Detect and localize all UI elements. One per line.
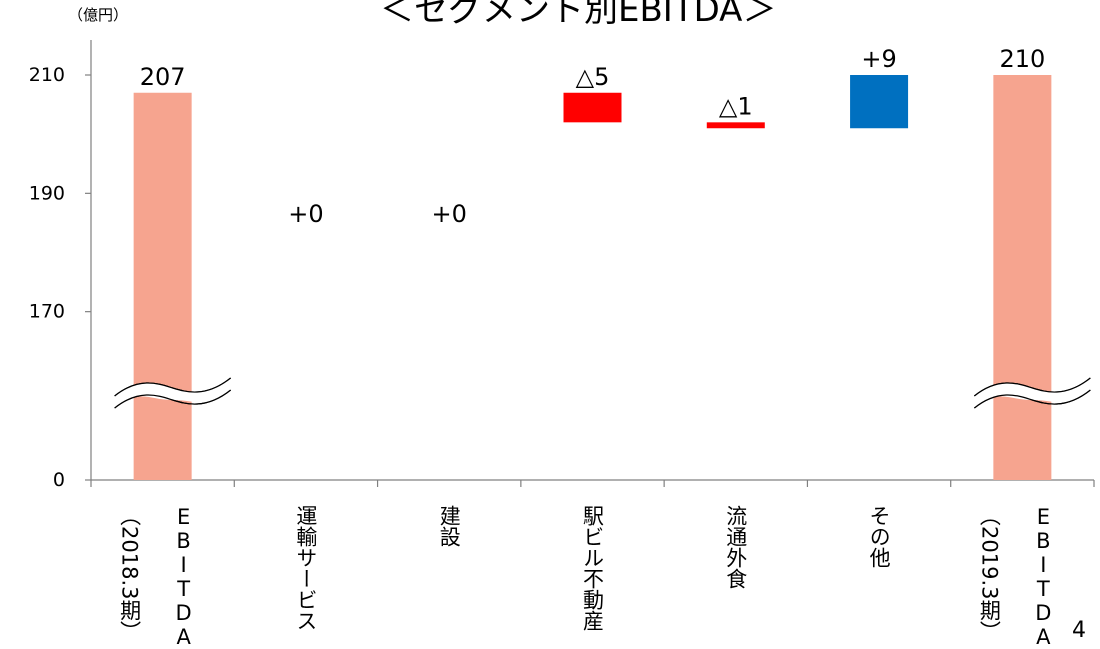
axis-break-line <box>114 377 232 397</box>
x-category-label: 運輸サービス <box>294 505 318 631</box>
unit-label: （億円） <box>68 6 129 24</box>
bar-value-label: 210 <box>999 45 1045 73</box>
x-category-label: EBITDA （2018.3期） <box>118 505 196 649</box>
page-number: 4 <box>1072 618 1086 643</box>
x-category-label-line1: EBITDA <box>1031 505 1056 649</box>
bar <box>563 92 622 123</box>
x-category-label-line1: その他 <box>867 505 892 568</box>
bar-value-label: +0 <box>432 200 467 228</box>
x-category-label: 建設 <box>437 505 461 547</box>
bar <box>133 92 192 480</box>
bar <box>850 75 909 129</box>
x-category-label: EBITDA （2019.3期） <box>977 505 1055 649</box>
axis-break-gap <box>114 378 231 408</box>
y-tick-label: 0 <box>53 469 65 491</box>
x-category-label-line1: EBITDA <box>171 505 196 649</box>
x-category-label-line1: 駅ビル不動産 <box>580 505 605 631</box>
x-category-label-line1: 建設 <box>437 505 462 547</box>
x-category-label: その他 <box>867 505 891 568</box>
chart-title: ＜セグメント別EBITDA＞ <box>380 0 777 30</box>
x-category-label-line1: 運輸サービス <box>293 505 318 631</box>
axis-break-line <box>114 389 232 409</box>
bar-value-label: △1 <box>719 92 753 120</box>
y-tick-label: 170 <box>29 301 65 323</box>
axis-break-line <box>973 377 1091 397</box>
x-category-label: 駅ビル不動産 <box>581 505 605 631</box>
y-tick-label: 210 <box>29 64 65 86</box>
bar-value-label: +9 <box>861 45 896 73</box>
x-category-label-line2: （2018.3期） <box>117 505 142 642</box>
y-tick-label: 190 <box>29 182 65 204</box>
bar <box>706 122 765 129</box>
axis-break-line <box>973 389 1091 409</box>
x-category-label-line1: 流通外食 <box>723 505 748 589</box>
axis-break-gap <box>974 378 1091 408</box>
x-category-label: 流通外食 <box>724 505 748 589</box>
bar-value-label: △5 <box>576 63 610 91</box>
x-category-label-line2: （2019.3期） <box>977 505 1002 642</box>
bar-value-label: 207 <box>140 63 186 91</box>
bar <box>993 75 1052 480</box>
bar-value-label: +0 <box>288 200 323 228</box>
